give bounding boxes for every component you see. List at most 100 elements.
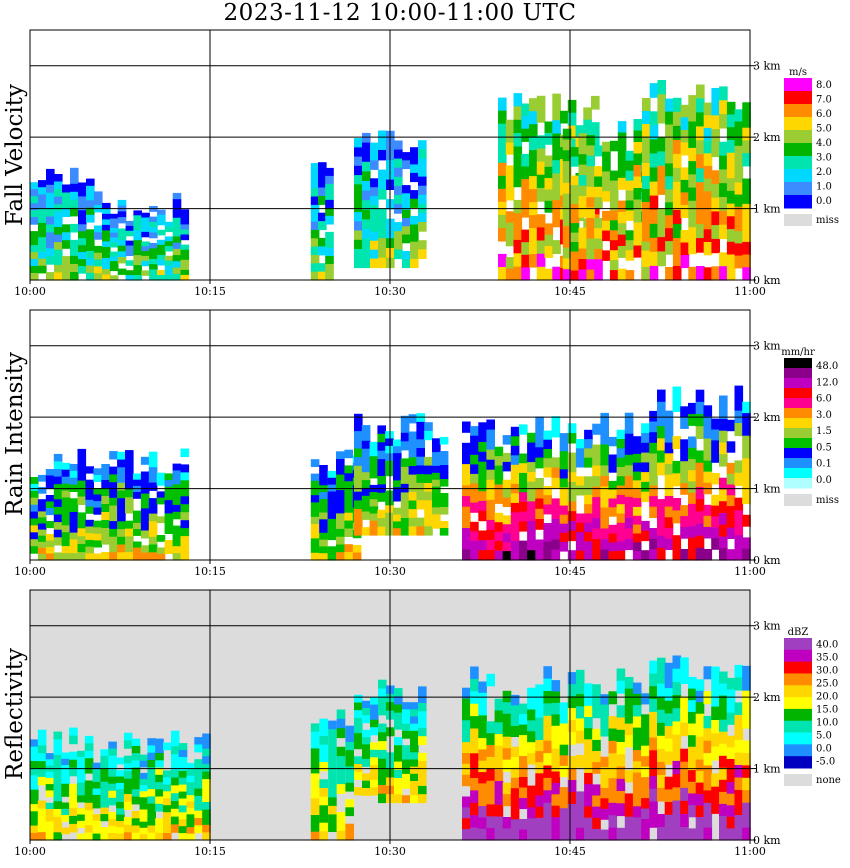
echo-cell <box>559 541 569 552</box>
echo-cell <box>178 777 188 786</box>
echo-cell <box>664 700 674 714</box>
echo-cell <box>410 164 419 174</box>
echo-cell <box>377 518 386 528</box>
echo-cell <box>180 448 190 458</box>
echo-cell <box>688 711 697 725</box>
echo-cell <box>78 259 87 267</box>
echo-cell <box>84 817 94 826</box>
echo-cell <box>703 802 713 816</box>
echo-cell <box>711 746 720 761</box>
echo-cell <box>632 453 642 464</box>
echo-cell <box>726 165 736 179</box>
echo-cell <box>202 824 211 833</box>
echo-cell <box>178 770 188 779</box>
echo-cell <box>327 498 337 506</box>
echo-cell <box>734 385 744 399</box>
echo-cell <box>77 820 86 828</box>
echo-cell <box>378 140 387 151</box>
echo-cell <box>424 526 433 536</box>
echo-cell <box>84 735 94 744</box>
echo-cell <box>535 795 544 808</box>
echo-cell <box>578 206 588 218</box>
echo-cell <box>649 538 658 550</box>
echo-cell <box>624 444 634 456</box>
echo-cell <box>172 470 182 478</box>
echo-cell <box>600 787 609 799</box>
echo-cell <box>602 151 611 163</box>
echo-cell <box>393 521 402 529</box>
echo-cell <box>147 752 156 761</box>
echo-cell <box>325 183 334 193</box>
echo-cell <box>186 833 196 841</box>
echo-cell <box>734 243 744 257</box>
echo-cell <box>649 181 659 197</box>
echo-cell <box>695 748 705 761</box>
echo-cell <box>410 258 419 269</box>
echo-cell <box>617 121 627 133</box>
echo-cell <box>362 238 371 249</box>
echo-cell <box>680 129 690 143</box>
echo-cell <box>505 119 515 132</box>
echo-cell <box>424 517 433 527</box>
echo-cell <box>61 752 70 760</box>
echo-cell <box>102 274 111 281</box>
echo-cell <box>608 740 618 754</box>
echo-cell <box>703 666 713 680</box>
echo-cell <box>624 465 634 477</box>
echo-cell <box>157 249 166 256</box>
echo-cell <box>362 700 371 709</box>
echo-cell <box>726 473 736 486</box>
x-tick-label: 11:00 <box>734 565 766 578</box>
echo-cell <box>657 208 666 224</box>
echo-cell <box>527 720 536 732</box>
echo-cell <box>527 829 536 841</box>
x-tick-label: 10:45 <box>554 285 586 298</box>
echo-cell <box>664 528 674 540</box>
echo-cell <box>163 770 172 779</box>
echo-cell <box>695 523 705 537</box>
legend-label: 5.0 <box>816 731 832 742</box>
echo-cell <box>354 221 363 232</box>
echo-cell <box>202 733 211 742</box>
echo-cell <box>592 455 601 467</box>
echo-cell <box>608 533 618 543</box>
echo-cell <box>616 429 626 440</box>
echo-cell <box>486 449 495 461</box>
echo-cell <box>616 827 626 841</box>
echo-cell <box>642 124 651 138</box>
echo-cell <box>131 825 141 834</box>
echo-cell <box>657 499 666 512</box>
echo-cell <box>742 514 751 527</box>
echo-cell <box>155 753 164 761</box>
echo-cell <box>584 728 593 740</box>
echo-cell <box>486 816 495 829</box>
echo-cell <box>378 679 387 690</box>
echo-cell <box>325 264 334 273</box>
echo-cell <box>486 792 495 805</box>
echo-cell <box>672 460 682 474</box>
echo-cell <box>672 787 682 802</box>
echo-cell <box>37 523 47 531</box>
echo-cell <box>94 252 103 261</box>
echo-cell <box>742 492 751 505</box>
echo-cell <box>155 789 164 798</box>
echo-cell <box>478 794 487 807</box>
echo-cell <box>408 431 418 441</box>
echo-cell <box>319 796 328 806</box>
echo-cell <box>156 516 166 524</box>
echo-cell <box>172 498 182 506</box>
echo-cell <box>680 104 690 118</box>
echo-cell <box>139 791 149 798</box>
echo-cell <box>170 730 180 740</box>
echo-cell <box>328 788 337 798</box>
echo-cell <box>117 467 126 476</box>
legend-label: 4.0 <box>816 138 832 149</box>
echo-cell <box>101 472 110 481</box>
echo-cell <box>535 437 544 448</box>
echo-cell <box>78 224 87 232</box>
echo-cell <box>695 401 705 415</box>
echo-cell <box>711 527 720 539</box>
echo-cell <box>54 242 63 251</box>
echo-cell <box>578 238 588 250</box>
